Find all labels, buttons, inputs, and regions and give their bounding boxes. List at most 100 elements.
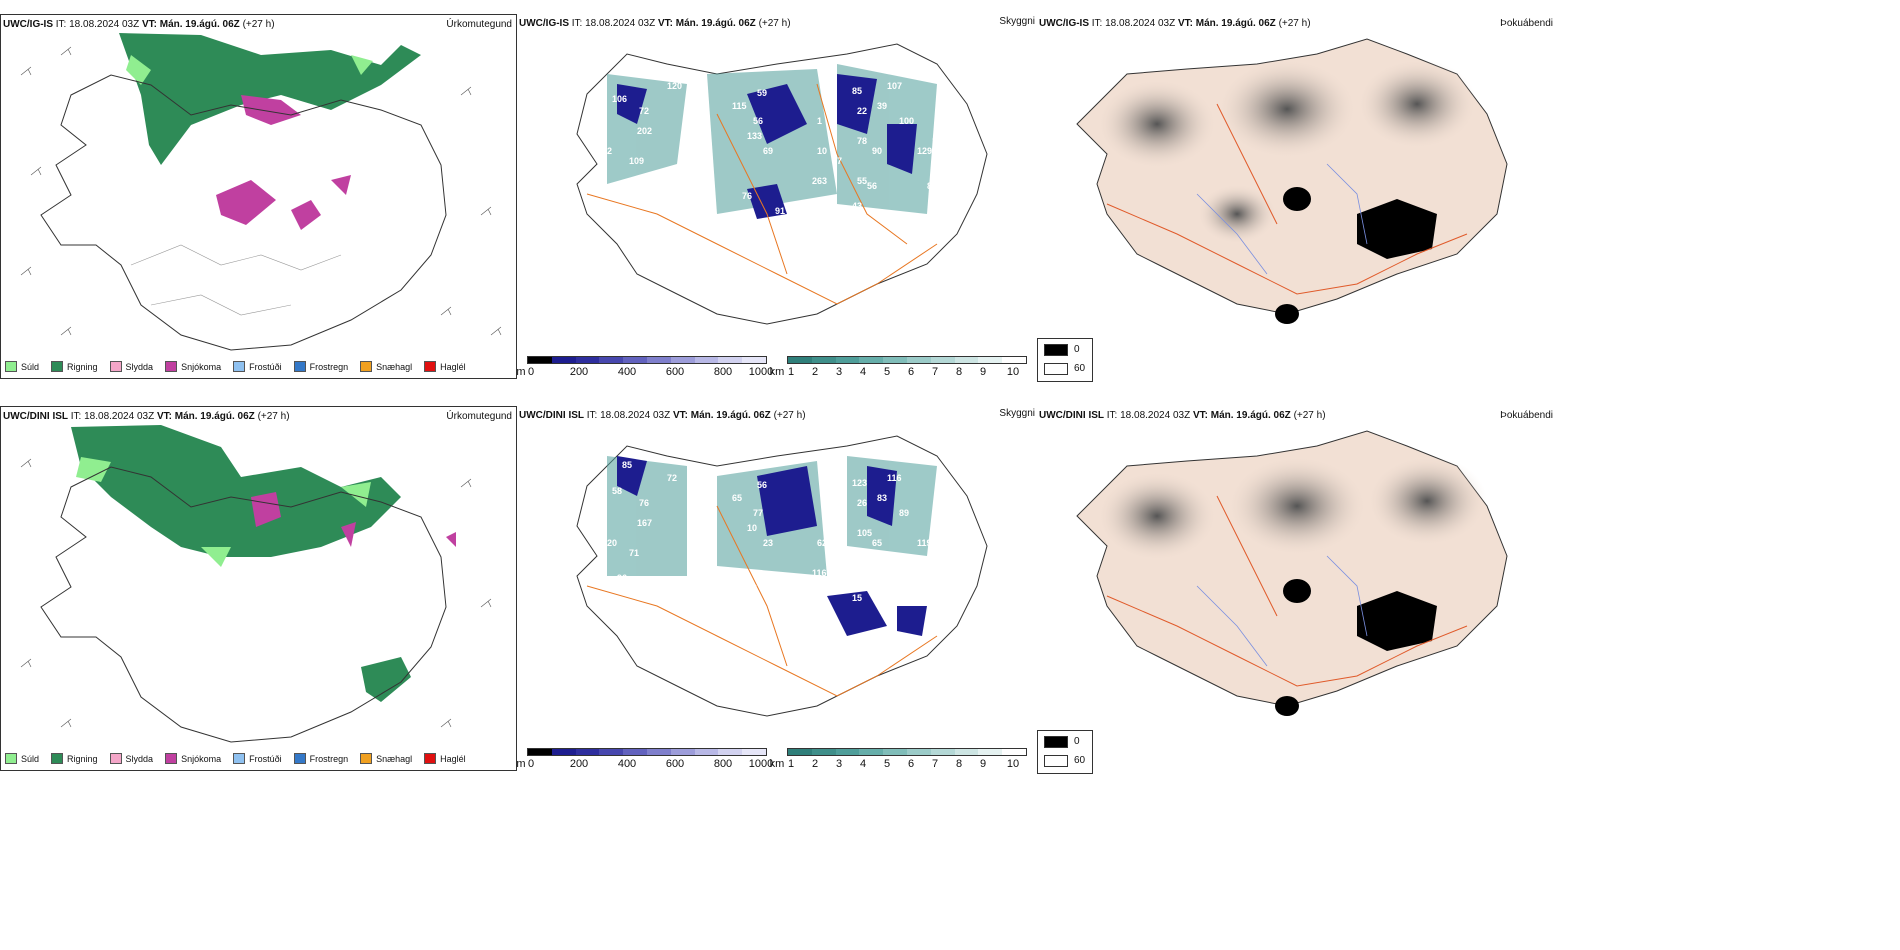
ceiling-value-label: 109 xyxy=(629,156,644,166)
it-label: IT: xyxy=(586,410,598,421)
legend-label: Rigning xyxy=(67,753,98,764)
visibility-tick: 8 xyxy=(955,366,963,378)
ceiling-value-label: 77 xyxy=(753,508,763,518)
ceiling-value-label: 65 xyxy=(732,493,742,503)
wind-barbs xyxy=(20,46,502,336)
legend-swatch xyxy=(5,361,17,372)
legend-item: Frostúði xyxy=(233,361,282,372)
fog-index-panel-bottom: UWC/DINI ISL IT: 18.08.2024 03Z VT: Mán.… xyxy=(1037,406,1557,774)
fog-legend: 0 60 xyxy=(1037,730,1093,774)
vt-value: Mán. 19.ágú. 06Z xyxy=(675,18,756,29)
ceiling-value-label: 150 xyxy=(932,528,947,538)
ceiling-value-label: 72 xyxy=(639,106,649,116)
it-value: 18.08.2024 03Z xyxy=(69,19,140,30)
panel-header: UWC/DINI ISL IT: 18.08.2024 03Z VT: Mán.… xyxy=(3,411,290,422)
legend-label: Frostregn xyxy=(309,753,349,764)
panel-header: UWC/IG-IS IT: 18.08.2024 03Z VT: Mán. 19… xyxy=(519,18,791,29)
ceiling-value-label: 69 xyxy=(867,573,877,583)
ceiling-value-label: 56 xyxy=(867,181,877,191)
fog-tick: 0 xyxy=(1074,344,1080,355)
ceiling-value-label: 72 xyxy=(667,473,677,483)
ceiling-value-label: 80 xyxy=(927,181,937,191)
legend-swatch xyxy=(293,753,306,764)
vt-label: VT: xyxy=(1192,410,1208,421)
iceland-coastline xyxy=(40,466,447,743)
legend-item: Súld xyxy=(5,753,39,764)
precip-legend: Súld Rigning Slydda Snjókoma Frostúði Frostre… xyxy=(5,753,466,764)
ceiling-value-label: 56 xyxy=(753,116,763,126)
panel-title: Þokuábendi xyxy=(1500,18,1553,29)
iceland-coastline xyxy=(40,74,447,351)
fog-tick: 60 xyxy=(1074,363,1086,374)
visibility-tick: 5 xyxy=(883,366,891,378)
legend-item: Haglél xyxy=(424,361,466,372)
visibility-tick: 2 xyxy=(811,366,819,378)
legend-swatch xyxy=(424,361,437,372)
ceiling-value-label: 56 xyxy=(757,480,767,490)
ceiling-value-label: 474 xyxy=(597,578,612,588)
fog-swatch-dark xyxy=(1044,344,1068,356)
ceiling-tick: 600 xyxy=(665,758,685,770)
ceiling-visibility-panel-bottom: UWC/DINI ISL IT: 18.08.2024 03Z VT: Mán.… xyxy=(516,406,1037,771)
legend-swatch xyxy=(51,361,64,372)
visibility-tick: 6 xyxy=(907,758,915,770)
ceiling-value-label: 108 xyxy=(932,136,947,146)
ceiling-value-label: 47 xyxy=(692,558,702,568)
ceiling-value-label: 43 xyxy=(852,201,862,211)
legend-label: Haglél xyxy=(440,753,466,764)
fog-map xyxy=(1076,38,1508,324)
legend-swatch xyxy=(165,361,178,372)
visibility-tick: 10 xyxy=(1006,366,1020,378)
ceiling-tick: 200 xyxy=(569,758,589,770)
roads xyxy=(586,83,938,305)
it-label: IT: xyxy=(70,411,82,422)
it-label: IT: xyxy=(1106,410,1118,421)
ceiling-value-label: 91 xyxy=(775,206,785,216)
lead-time: (+27 h) xyxy=(758,18,791,29)
panel-title: Úrkomutegund xyxy=(446,19,512,30)
ceiling-value-label: 71 xyxy=(629,548,639,558)
precip-type-panel-bottom: UWC/DINI ISL IT: 18.08.2024 03Z VT: Mán.… xyxy=(0,406,517,771)
ceiling-value-label: 15 xyxy=(852,593,862,603)
vt-label: VT: xyxy=(1177,18,1193,29)
legend-label: Súld xyxy=(21,361,40,372)
it-label: IT: xyxy=(571,18,583,29)
ceiling-tick: 600 xyxy=(665,366,685,378)
it-value: 18.08.2024 03Z xyxy=(84,411,155,422)
legend-label: Snjókoma xyxy=(181,753,222,764)
legend-item: Snjókoma xyxy=(165,753,221,764)
ceiling-value-label: 103 xyxy=(742,583,757,593)
ceiling-value-label: 133 xyxy=(747,131,762,141)
ceiling-value-label: 1 xyxy=(817,116,822,126)
ceiling-tick: 800 xyxy=(713,366,733,378)
visibility-tick: 10 xyxy=(1006,758,1020,770)
ceiling-value-label: 23 xyxy=(763,538,773,548)
ceiling-value-label: 76 xyxy=(742,191,752,201)
ceiling-value-label: 85 xyxy=(852,86,862,96)
legend-swatch xyxy=(109,753,122,764)
lead-time: (+27 h) xyxy=(1293,410,1326,421)
rivers xyxy=(1196,163,1368,275)
visibility-tick: 9 xyxy=(979,366,987,378)
panel-title: Þokuábendi xyxy=(1500,410,1553,421)
it-label: IT: xyxy=(1091,18,1103,29)
vt-label: VT: xyxy=(657,18,673,29)
panel-header: UWC/IG-IS IT: 18.08.2024 03Z VT: Mán. 19… xyxy=(1039,18,1311,29)
legend-label: Snæhagl xyxy=(376,361,413,372)
visibility-tick: 3 xyxy=(835,758,843,770)
legend-label: Snæhagl xyxy=(376,753,413,764)
ceiling-value-label: 45 xyxy=(797,593,807,603)
ceiling-value-label: 95 xyxy=(857,568,867,578)
legend-item: Frostregn xyxy=(293,753,349,764)
ceiling-value-label: 123 xyxy=(852,478,867,488)
ceiling-value-label: 58 xyxy=(612,486,622,496)
precip-drizzle-area xyxy=(76,457,371,567)
fog-tick: 60 xyxy=(1074,755,1086,766)
precip-rain-area xyxy=(119,33,421,165)
low-ceiling-area xyxy=(617,456,927,636)
ceiling-value-label: 100 xyxy=(899,116,914,126)
dense-fog-area xyxy=(1275,579,1437,716)
ceiling-value-label: 150 xyxy=(597,186,612,196)
visibility-tick: 4 xyxy=(859,366,867,378)
ceiling-value-label: 113 xyxy=(692,166,707,176)
